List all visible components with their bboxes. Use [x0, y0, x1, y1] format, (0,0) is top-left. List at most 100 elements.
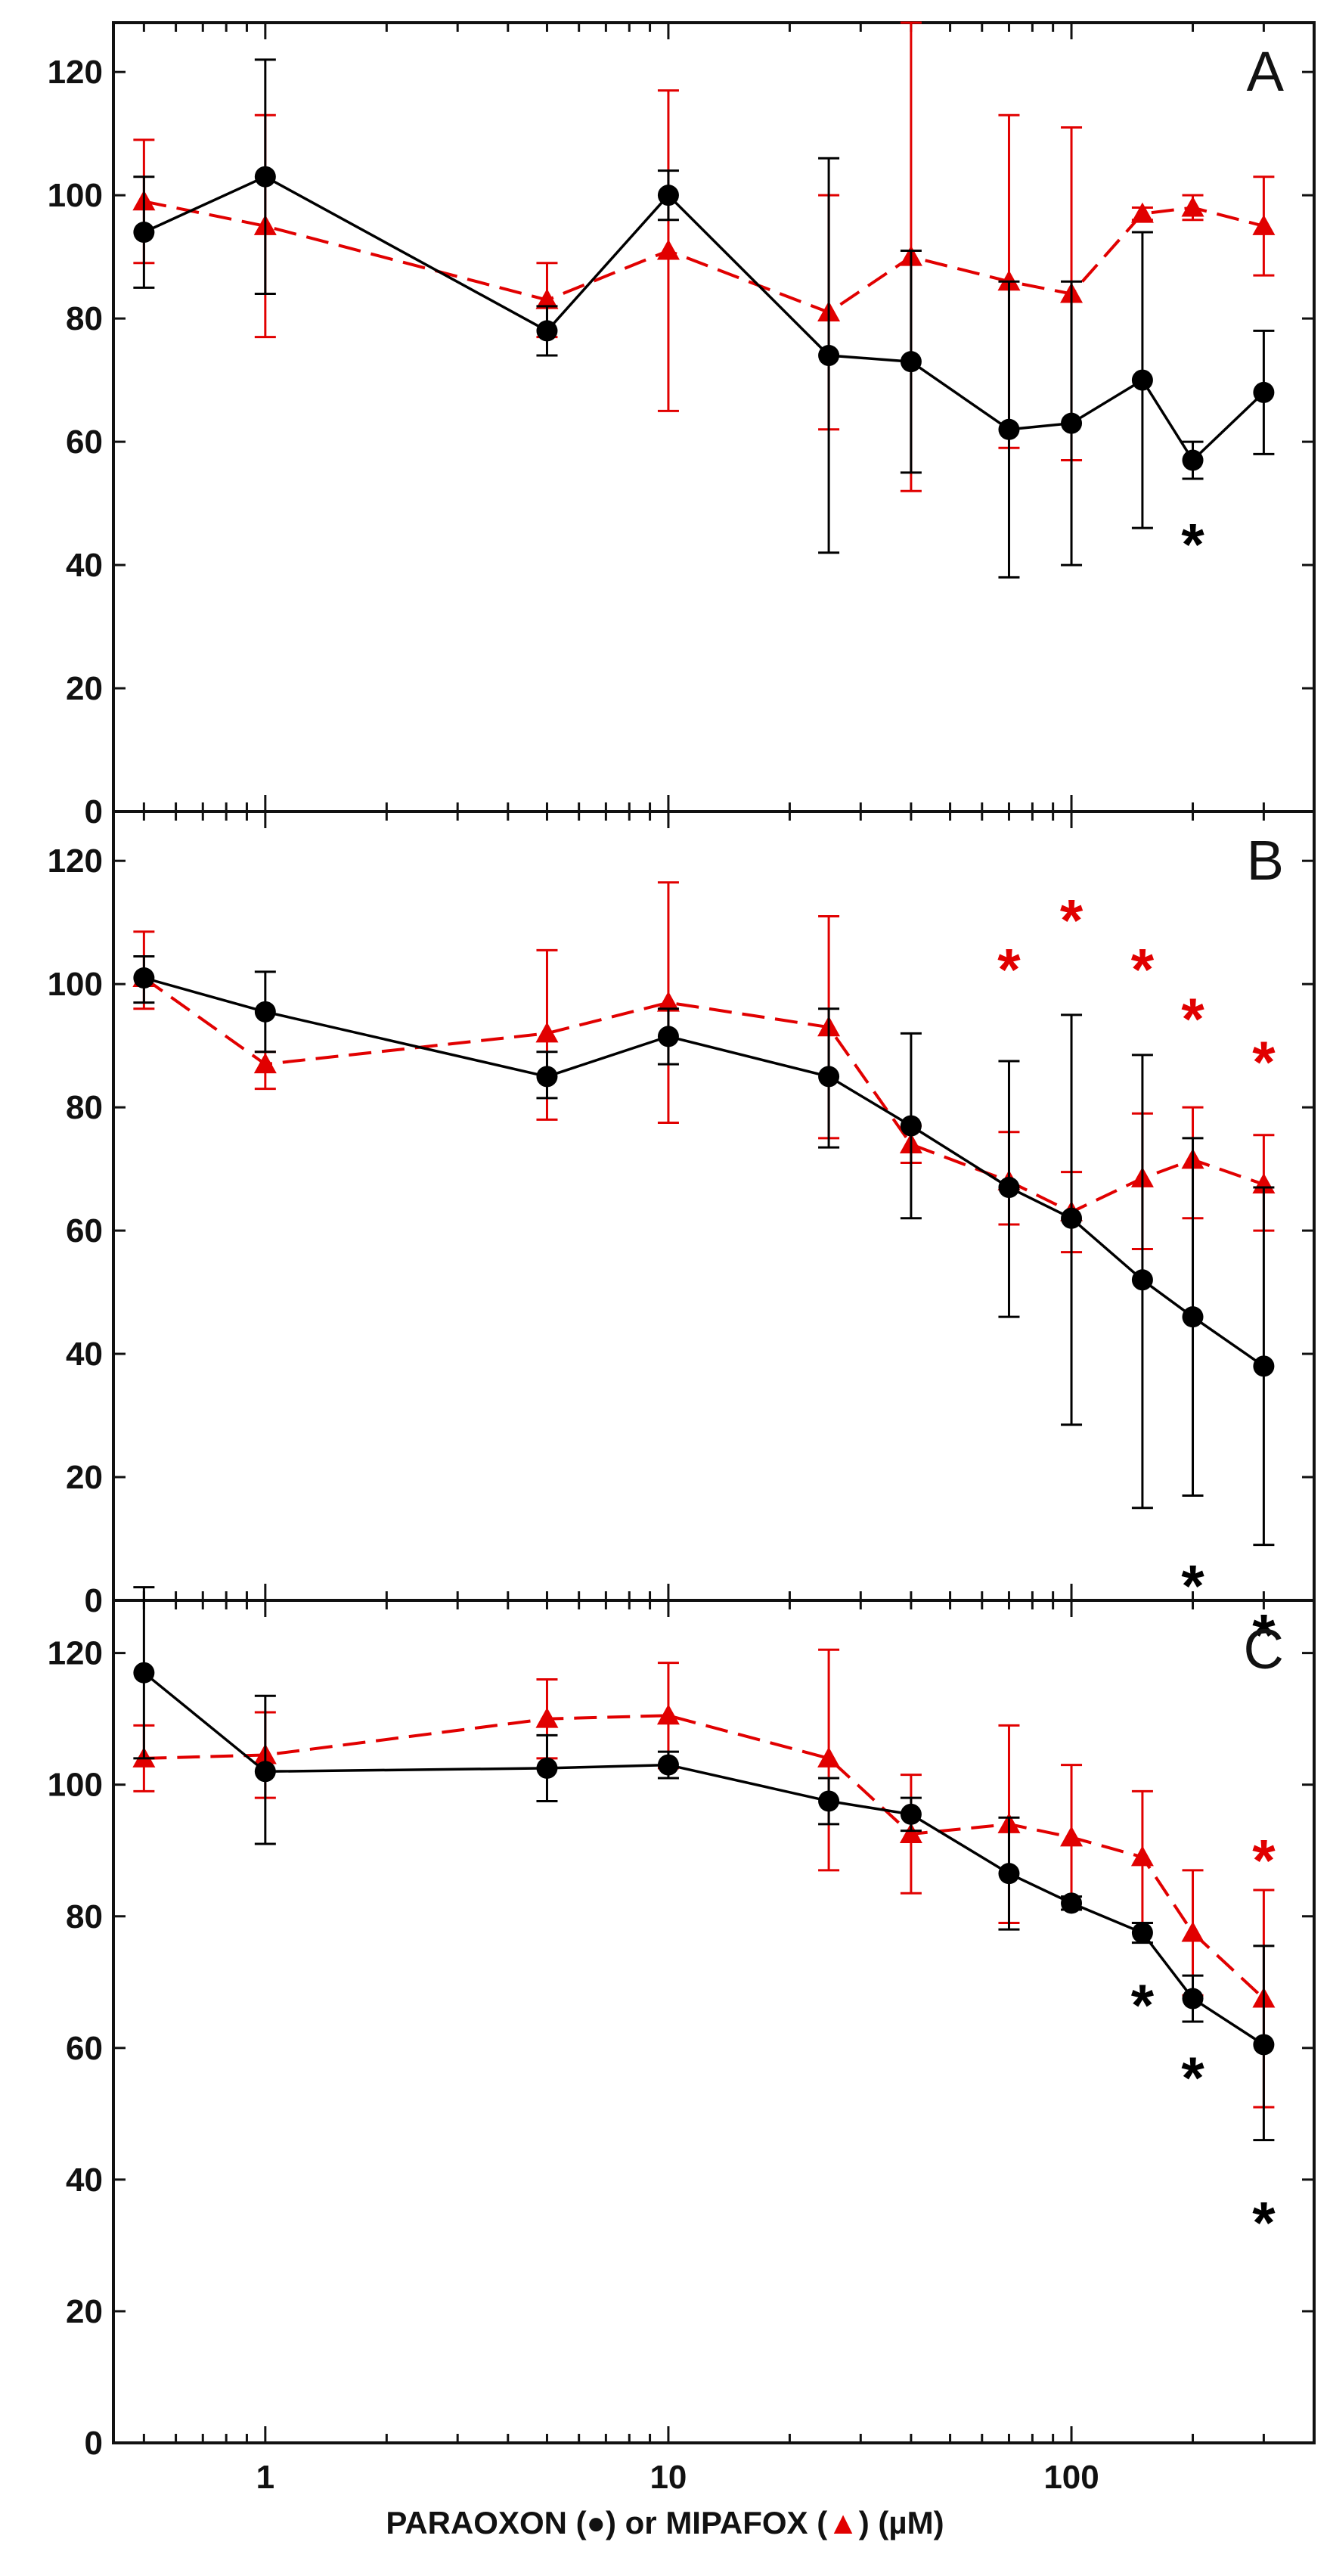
data-point	[254, 166, 276, 188]
data-point	[1253, 2034, 1275, 2056]
data-point	[998, 1863, 1020, 1885]
data-point	[535, 1022, 559, 1043]
x-axis-label-mid: ) or MIPAFOX (	[606, 2505, 828, 2540]
data-point	[1182, 449, 1204, 471]
data-point	[900, 1115, 922, 1137]
y-tick-label: 20	[66, 670, 103, 707]
y-tick-label: 0	[85, 1582, 103, 1619]
data-point	[1130, 202, 1154, 223]
x-tick-label: 10	[649, 2459, 687, 2496]
data-point	[133, 222, 155, 244]
y-tick-label: 60	[66, 1212, 103, 1249]
data-point	[817, 1746, 841, 1768]
data-point	[1182, 1988, 1204, 2010]
significance-marker: *	[1252, 1029, 1276, 1095]
data-point	[1252, 214, 1276, 235]
x-axis-label-paraoxon: PARAOXON (	[386, 2505, 587, 2540]
series-mipafox	[132, 881, 1276, 1254]
series-line	[144, 200, 1264, 315]
data-point	[254, 1001, 276, 1023]
significance-marker: *	[1252, 1602, 1276, 1668]
data-point	[536, 320, 558, 342]
mipafox-triangle-glyph: ▲	[827, 2505, 859, 2540]
y-tick-label: 100	[48, 1767, 103, 1804]
data-point	[535, 288, 559, 309]
x-tick-label: 100	[1043, 2459, 1099, 2496]
plot-frame	[112, 21, 1316, 813]
y-tick-label: 40	[66, 1336, 103, 1373]
data-point	[253, 1053, 277, 1074]
y-tick-label: 60	[66, 2030, 103, 2067]
y-tick-label: 40	[66, 2162, 103, 2199]
y-tick-label: 120	[48, 54, 103, 91]
data-point	[899, 1822, 922, 1843]
data-point	[1253, 381, 1275, 403]
y-tick-label: 80	[66, 1898, 103, 1935]
data-point	[133, 1662, 155, 1684]
panel-label: C	[1244, 1618, 1284, 1681]
panel-a: 0 20 40 60 80 100 120 A *	[48, 21, 1316, 830]
significance-marker: *	[1181, 511, 1204, 577]
series-line	[143, 1671, 1265, 2046]
data-point	[998, 418, 1020, 440]
plot-frame	[112, 1599, 1316, 2444]
x-tick-label: 1	[256, 2459, 274, 2496]
data-point	[254, 1761, 276, 1783]
data-point	[133, 967, 155, 989]
y-tick-label: 80	[66, 300, 103, 337]
data-point	[900, 1803, 922, 1825]
data-point	[998, 1177, 1020, 1199]
data-point	[536, 1066, 558, 1088]
paraoxon-circle-glyph: ●	[586, 2505, 606, 2540]
y-tick-label: 0	[85, 793, 103, 830]
data-point	[657, 1026, 679, 1047]
series-paraoxon	[133, 954, 1275, 1547]
y-tick-label: 20	[66, 1459, 103, 1496]
data-point	[656, 239, 680, 260]
data-point	[1061, 1892, 1083, 1914]
series-line	[143, 976, 1265, 1367]
data-point	[535, 1707, 559, 1728]
data-point	[818, 1066, 840, 1088]
y-tick-label: 40	[66, 547, 103, 584]
significance-marker: *	[1060, 886, 1084, 953]
data-point	[1131, 369, 1153, 391]
series-line	[143, 976, 1265, 1214]
data-point	[656, 1704, 680, 1725]
data-point	[1182, 1306, 1204, 1328]
data-point	[1181, 1921, 1204, 1942]
panel-label: B	[1247, 829, 1284, 892]
data-point	[818, 1790, 840, 1812]
data-point	[900, 351, 922, 373]
y-tick-label: 20	[66, 2293, 103, 2330]
significance-marker: *	[1252, 1827, 1276, 1894]
significance-marker: *	[1181, 985, 1204, 1052]
data-point	[1061, 412, 1083, 434]
data-point	[1253, 1355, 1275, 1377]
data-point	[1181, 196, 1204, 217]
data-point	[657, 1754, 679, 1776]
y-tick-label: 120	[48, 843, 103, 880]
y-tick-label: 100	[48, 177, 103, 214]
data-point	[818, 345, 840, 367]
panel-label: A	[1247, 40, 1285, 103]
x-axis-label: PARAOXON (●) or MIPAFOX (▲) (µM)	[0, 2505, 1330, 2541]
data-point	[1060, 1826, 1084, 1847]
series-line	[144, 1714, 1265, 2000]
data-point	[536, 1757, 558, 1779]
data-point	[657, 185, 679, 206]
data-point	[1061, 1207, 1083, 1229]
plot-frame	[112, 810, 1316, 1602]
data-point	[1131, 1922, 1153, 1944]
data-point	[1131, 1269, 1153, 1291]
y-tick-label: 0	[85, 2425, 103, 2462]
x-axis-label-end: ) (µM)	[858, 2505, 944, 2540]
series-mipafox	[132, 21, 1276, 492]
data-point	[656, 991, 680, 1012]
significance-marker: *	[997, 936, 1021, 1003]
series-paraoxon	[133, 1586, 1275, 2142]
series-paraoxon	[133, 58, 1275, 579]
